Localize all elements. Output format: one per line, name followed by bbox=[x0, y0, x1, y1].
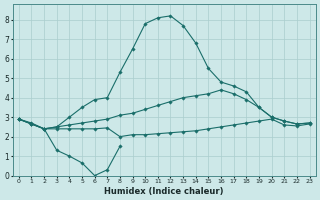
X-axis label: Humidex (Indice chaleur): Humidex (Indice chaleur) bbox=[104, 187, 224, 196]
